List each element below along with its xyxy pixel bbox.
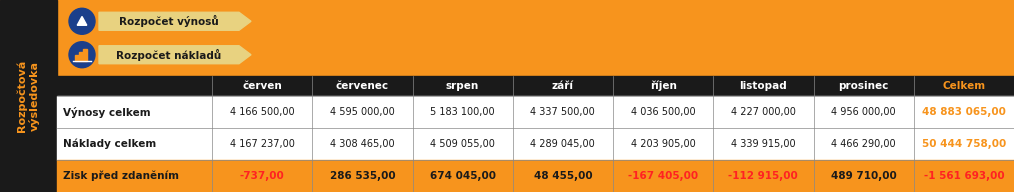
Text: 5 183 100,00: 5 183 100,00 <box>430 107 495 117</box>
Text: 4 337 500,00: 4 337 500,00 <box>530 107 595 117</box>
Text: 4 036 500,00: 4 036 500,00 <box>631 107 696 117</box>
Text: listopad: listopad <box>739 81 787 91</box>
Text: Zisk před zdaněním: Zisk před zdaněním <box>63 171 179 181</box>
Text: 4 339 915,00: 4 339 915,00 <box>731 139 796 149</box>
Text: 4 166 500,00: 4 166 500,00 <box>230 107 294 117</box>
Text: 4 509 055,00: 4 509 055,00 <box>430 139 495 149</box>
Text: 50 444 758,00: 50 444 758,00 <box>922 139 1006 149</box>
Text: Rozpočet výnosů: Rozpočet výnosů <box>119 15 219 27</box>
Text: září: září <box>552 81 574 91</box>
Bar <box>83 49 87 61</box>
Text: 48 883 065,00: 48 883 065,00 <box>922 107 1006 117</box>
Bar <box>57 128 1014 160</box>
Text: říjen: říjen <box>650 81 676 91</box>
Bar <box>57 0 1014 76</box>
Bar <box>57 76 1014 96</box>
Text: -737,00: -737,00 <box>239 171 285 181</box>
Polygon shape <box>99 46 251 64</box>
Bar <box>75 55 79 61</box>
Circle shape <box>69 42 95 68</box>
Text: Výnosy celkem: Výnosy celkem <box>63 107 151 118</box>
Text: 489 710,00: 489 710,00 <box>830 171 896 181</box>
Text: Náklady celkem: Náklady celkem <box>63 139 156 149</box>
Text: Rozpočtová
výsledovka: Rozpočtová výsledovka <box>17 60 41 132</box>
Text: 286 535,00: 286 535,00 <box>330 171 395 181</box>
Bar <box>79 52 83 61</box>
Text: 4 595 000,00: 4 595 000,00 <box>330 107 394 117</box>
Text: 4 466 290,00: 4 466 290,00 <box>831 139 896 149</box>
Text: 4 956 000,00: 4 956 000,00 <box>831 107 896 117</box>
Bar <box>0 0 57 192</box>
Text: 4 203 905,00: 4 203 905,00 <box>631 139 696 149</box>
Text: 4 289 045,00: 4 289 045,00 <box>530 139 595 149</box>
Text: 4 308 465,00: 4 308 465,00 <box>331 139 394 149</box>
Text: -112 915,00: -112 915,00 <box>728 171 798 181</box>
Text: 48 455,00: 48 455,00 <box>533 171 592 181</box>
Bar <box>57 96 1014 128</box>
Text: prosinec: prosinec <box>839 81 889 91</box>
Text: -167 405,00: -167 405,00 <box>628 171 699 181</box>
Circle shape <box>69 8 95 34</box>
Polygon shape <box>77 17 87 25</box>
Bar <box>57 160 1014 192</box>
Text: 674 045,00: 674 045,00 <box>430 171 496 181</box>
Text: srpen: srpen <box>446 81 480 91</box>
Text: -1 561 693,00: -1 561 693,00 <box>924 171 1004 181</box>
Text: Rozpočet nákladů: Rozpočet nákladů <box>117 49 222 61</box>
Text: Celkem: Celkem <box>942 81 986 91</box>
Text: 4 167 237,00: 4 167 237,00 <box>230 139 294 149</box>
Polygon shape <box>99 12 251 30</box>
Text: červenec: červenec <box>336 81 389 91</box>
Text: 4 227 000,00: 4 227 000,00 <box>731 107 796 117</box>
Text: červen: červen <box>242 81 282 91</box>
